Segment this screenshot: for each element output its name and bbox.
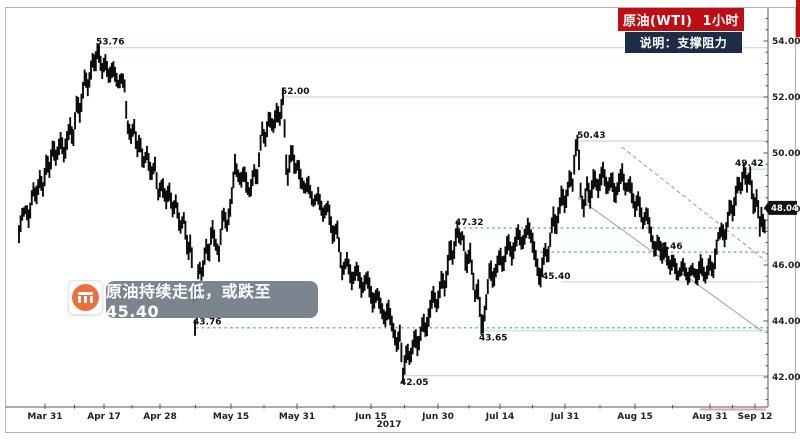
x-axis-tick-label: Jun 15 xyxy=(354,412,387,422)
chart-frame xyxy=(5,7,796,433)
x-axis-tick-label: May 31 xyxy=(279,412,315,422)
price-level-label: 52.00 xyxy=(281,87,309,97)
y-axis-tick-label: 42.00 xyxy=(772,373,800,383)
legend-note-badge: 说明：支撑阻力 xyxy=(625,32,742,53)
candlesticks xyxy=(18,43,766,384)
x-axis-tick-label: Jun 30 xyxy=(421,412,454,422)
price-level-label: 49.42 xyxy=(735,159,763,169)
last-price-value: 48.04 xyxy=(771,204,798,214)
x-axis-tick-label: Apr 28 xyxy=(143,412,177,422)
legend-note-label: 说明：支撑阻力 xyxy=(639,36,728,50)
trendlines xyxy=(577,146,767,332)
price-level-label: 53.76 xyxy=(96,38,124,48)
x-axis-year-label: 2017 xyxy=(376,420,401,430)
x-axis-tick-label: Apr 17 xyxy=(87,412,121,422)
y-axis-tick-label: 44.00 xyxy=(772,317,800,327)
y-axis-tick-label: 52.00 xyxy=(772,93,800,103)
x-axis-tick-label: Aug 31 xyxy=(692,412,727,422)
price-level-label: 42.05 xyxy=(400,378,428,388)
y-axis-tick-label: 46.00 xyxy=(772,261,800,271)
price-level-label: 50.43 xyxy=(577,131,605,141)
price-level-label: 43.76 xyxy=(193,318,221,328)
forecast-caption-text: 原油持续走低，或跌至45.40 xyxy=(106,282,272,321)
x-axis-tick-label: May 15 xyxy=(213,412,249,422)
price-level-label: 43.65 xyxy=(479,333,507,343)
forecast-caption: 原油持续走低，或跌至45.40 xyxy=(106,281,318,321)
x-axis-tick-label: Jul 31 xyxy=(550,412,580,422)
level-price-labels: 53.76 52.00 50.43 49.42 47.32 46.46 45.40 43.76… xyxy=(96,38,763,388)
corner-red-strip xyxy=(796,0,800,37)
y-axis-tick-label: 54.00 xyxy=(772,37,800,47)
symbol-title-label: 原油(WTI) 1小时 xyxy=(622,14,740,29)
y-axis-tick-label: 50.00 xyxy=(772,149,800,159)
x-axis-tick-label: Jul 14 xyxy=(485,412,515,422)
symbol-title-badge: 原油(WTI) 1小时 xyxy=(618,8,744,31)
price-level-label: 47.32 xyxy=(455,218,483,228)
m-logo-icon xyxy=(72,284,99,311)
x-axis: Mar 31 Apr 17 Apr 28 May 15 May 31 Jun 15 Jun … xyxy=(5,403,773,430)
x-axis-tick-label: Sep 12 xyxy=(738,412,773,422)
price-level-label: 45.40 xyxy=(542,272,570,282)
last-price-badge: 48.04 xyxy=(764,200,798,215)
x-axis-tick-label: Aug 15 xyxy=(617,412,652,422)
x-axis-tick-label: Mar 31 xyxy=(27,412,62,422)
price-level-label: 46.46 xyxy=(654,242,682,252)
brand-logo xyxy=(68,280,103,315)
